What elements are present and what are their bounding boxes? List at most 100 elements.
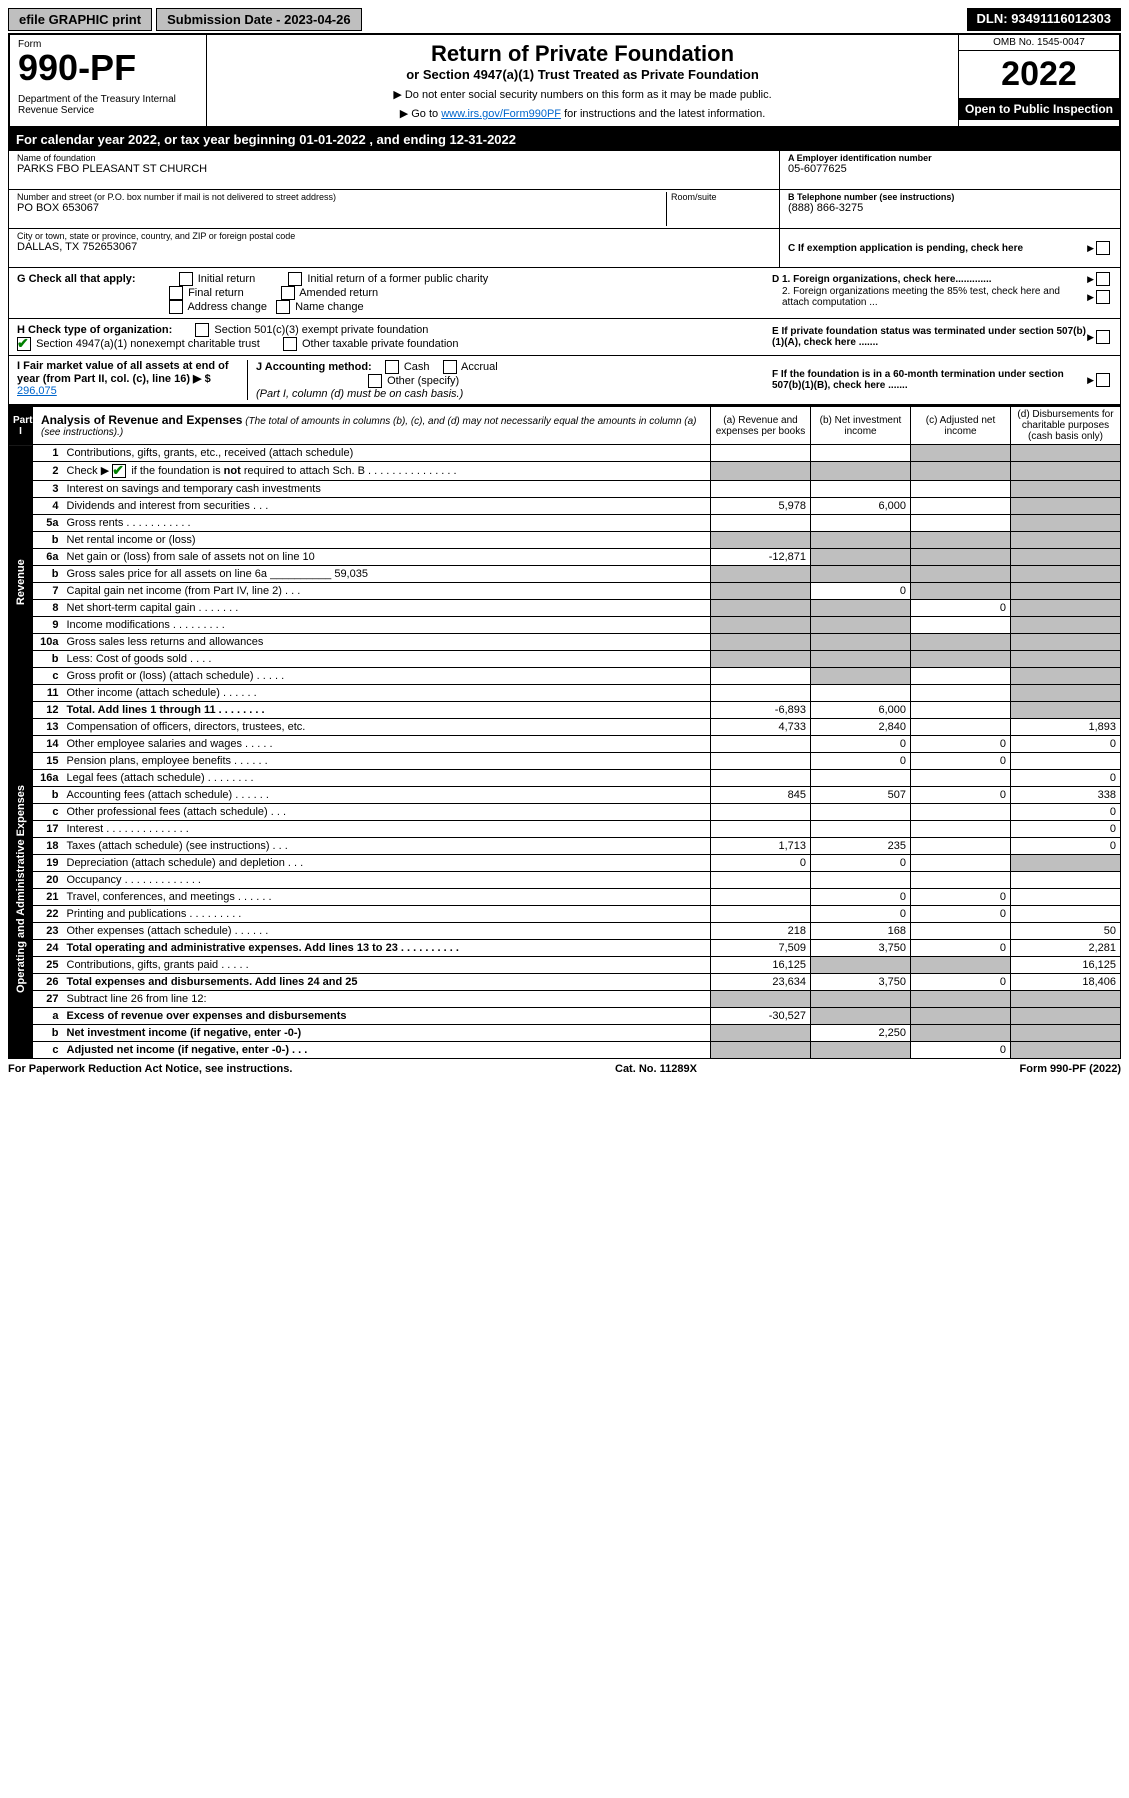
final-return-checkbox[interactable] bbox=[169, 286, 183, 300]
line-description: Excess of revenue over expenses and disb… bbox=[63, 1008, 711, 1025]
line-number: 25 bbox=[33, 957, 63, 974]
omb-number: OMB No. 1545-0047 bbox=[959, 35, 1119, 51]
col-d-value: 1,893 bbox=[1011, 719, 1121, 736]
other-taxable-label: Other taxable private foundation bbox=[302, 338, 459, 350]
phone-row: B Telephone number (see instructions) (8… bbox=[780, 190, 1120, 229]
phone-value: (888) 866-3275 bbox=[788, 202, 1112, 214]
col-d-value bbox=[1011, 1025, 1121, 1042]
f-label: F If the foundation is in a 60-month ter… bbox=[772, 369, 1087, 391]
col-b-value: 0 bbox=[811, 583, 911, 600]
line-description: Adjusted net income (if negative, enter … bbox=[63, 1042, 711, 1059]
line-description: Total expenses and disbursements. Add li… bbox=[63, 974, 711, 991]
table-row: 15Pension plans, employee benefits . . .… bbox=[9, 753, 1121, 770]
col-b-value: 3,750 bbox=[811, 940, 911, 957]
address: PO BOX 653067 bbox=[17, 202, 666, 214]
col-d-value bbox=[1011, 583, 1121, 600]
line-number: b bbox=[33, 787, 63, 804]
line-description: Occupancy . . . . . . . . . . . . . bbox=[63, 872, 711, 889]
footer-right: Form 990-PF (2022) bbox=[1020, 1063, 1121, 1075]
cash-checkbox[interactable] bbox=[385, 360, 399, 374]
ein-value: 05-6077625 bbox=[788, 163, 1112, 175]
instruction-2: ▶ Go to www.irs.gov/Form990PF for instru… bbox=[213, 107, 952, 120]
col-d-value bbox=[1011, 566, 1121, 583]
col-d-value bbox=[1011, 872, 1121, 889]
col-c-value bbox=[911, 855, 1011, 872]
header-center: Return of Private Foundation or Section … bbox=[207, 35, 958, 126]
col-c-value bbox=[911, 532, 1011, 549]
table-row: Operating and Administrative Expenses13C… bbox=[9, 719, 1121, 736]
col-b-value: 0 bbox=[811, 855, 911, 872]
line-number: 8 bbox=[33, 600, 63, 617]
line-description: Depreciation (attach schedule) and deple… bbox=[63, 855, 711, 872]
col-b-value bbox=[811, 515, 911, 532]
efile-button[interactable]: efile GRAPHIC print bbox=[8, 8, 152, 31]
other-taxable-checkbox[interactable] bbox=[283, 337, 297, 351]
col-d-value bbox=[1011, 651, 1121, 668]
col-a-value bbox=[711, 445, 811, 462]
col-b-value bbox=[811, 600, 911, 617]
table-row: 25Contributions, gifts, grants paid . . … bbox=[9, 957, 1121, 974]
expenses-side-label: Operating and Administrative Expenses bbox=[9, 719, 33, 1059]
accrual-label: Accrual bbox=[461, 361, 498, 373]
accrual-checkbox[interactable] bbox=[443, 360, 457, 374]
col-a-value bbox=[711, 566, 811, 583]
table-row: 14Other employee salaries and wages . . … bbox=[9, 736, 1121, 753]
col-c-value bbox=[911, 1008, 1011, 1025]
initial-return-checkbox[interactable] bbox=[179, 272, 193, 286]
501c3-checkbox[interactable] bbox=[195, 323, 209, 337]
table-row: bNet investment income (if negative, ent… bbox=[9, 1025, 1121, 1042]
schb-checkbox[interactable] bbox=[112, 464, 126, 478]
col-b-value bbox=[811, 872, 911, 889]
identification-block: Name of foundation PARKS FBO PLEASANT ST… bbox=[8, 151, 1121, 268]
address-change-checkbox[interactable] bbox=[169, 300, 183, 314]
col-d-value bbox=[1011, 532, 1121, 549]
table-row: 23Other expenses (attach schedule) . . .… bbox=[9, 923, 1121, 940]
f-checkbox[interactable] bbox=[1096, 373, 1110, 387]
col-b-value: 2,840 bbox=[811, 719, 911, 736]
line-number: b bbox=[33, 651, 63, 668]
col-a-value: 845 bbox=[711, 787, 811, 804]
initial-former-checkbox[interactable] bbox=[288, 272, 302, 286]
e-label: E If private foundation status was termi… bbox=[772, 326, 1087, 348]
instructions-link[interactable]: www.irs.gov/Form990PF bbox=[441, 108, 561, 120]
line-description: Subtract line 26 from line 12: bbox=[63, 991, 711, 1008]
city: DALLAS, TX 752653067 bbox=[17, 241, 771, 253]
other-method-label: Other (specify) bbox=[387, 375, 459, 387]
col-d-value bbox=[1011, 600, 1121, 617]
amended-checkbox[interactable] bbox=[281, 286, 295, 300]
col-a-value: 1,713 bbox=[711, 838, 811, 855]
name-change-checkbox[interactable] bbox=[276, 300, 290, 314]
col-a-value bbox=[711, 651, 811, 668]
col-d-value bbox=[1011, 889, 1121, 906]
exemption-checkbox[interactable] bbox=[1096, 241, 1110, 255]
instr2-post: for instructions and the latest informat… bbox=[561, 108, 765, 120]
col-c-value: 0 bbox=[911, 889, 1011, 906]
d2-checkbox[interactable] bbox=[1096, 290, 1110, 304]
col-c-header: (c) Adjusted net income bbox=[911, 407, 1011, 445]
d1-checkbox[interactable] bbox=[1096, 272, 1110, 286]
col-c-value bbox=[911, 515, 1011, 532]
col-c-value bbox=[911, 481, 1011, 498]
header-right: OMB No. 1545-0047 2022 Open to Public In… bbox=[958, 35, 1119, 126]
table-row: 26Total expenses and disbursements. Add … bbox=[9, 974, 1121, 991]
col-b-value: 6,000 bbox=[811, 702, 911, 719]
501c3-label: Section 501(c)(3) exempt private foundat… bbox=[214, 324, 428, 336]
col-a-value bbox=[711, 462, 811, 481]
4947-checkbox[interactable] bbox=[17, 337, 31, 351]
col-a-value bbox=[711, 583, 811, 600]
col-a-value bbox=[711, 753, 811, 770]
line-description: Pension plans, employee benefits . . . .… bbox=[63, 753, 711, 770]
j-note: (Part I, column (d) must be on cash basi… bbox=[256, 388, 463, 400]
check-row-h: H Check type of organization: Section 50… bbox=[8, 319, 1121, 356]
line-description: Interest on savings and temporary cash i… bbox=[63, 481, 711, 498]
line-description: Travel, conferences, and meetings . . . … bbox=[63, 889, 711, 906]
cash-label: Cash bbox=[404, 361, 430, 373]
line-description: Gross sales price for all assets on line… bbox=[63, 566, 711, 583]
line-number: a bbox=[33, 1008, 63, 1025]
form-header: Form 990-PF Department of the Treasury I… bbox=[8, 33, 1121, 128]
col-c-value bbox=[911, 634, 1011, 651]
col-c-value: 0 bbox=[911, 940, 1011, 957]
e-checkbox[interactable] bbox=[1096, 330, 1110, 344]
other-method-checkbox[interactable] bbox=[368, 374, 382, 388]
calendar-year-row: For calendar year 2022, or tax year begi… bbox=[8, 128, 1121, 151]
